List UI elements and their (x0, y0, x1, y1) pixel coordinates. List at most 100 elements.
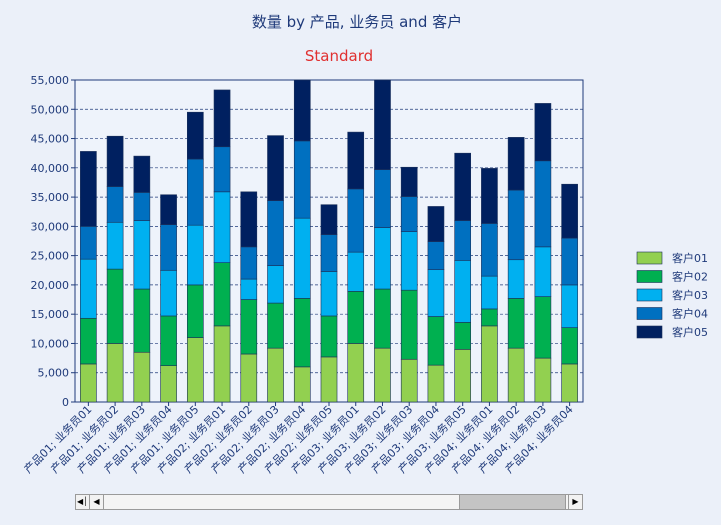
bar-segment-客户05-12 (374, 79, 391, 170)
bar-segment-客户04-6 (213, 146, 231, 193)
bar-segment-客户04-4 (160, 224, 177, 271)
legend-label-客户02: 客户02 (672, 270, 708, 284)
legend-label-客户04: 客户04 (672, 307, 708, 321)
bar-segment-客户02-14 (427, 316, 445, 366)
bar-segment-客户03-14 (427, 269, 445, 317)
legend-swatch-客户01 (636, 251, 663, 265)
bar-segment-客户02-2 (106, 268, 124, 344)
bar-segment-客户04-1 (80, 226, 97, 260)
bar-segment-客户03-8 (267, 265, 284, 304)
bar-segment-客户02-7 (240, 299, 258, 355)
y-tick-label: 0 (62, 396, 69, 409)
bar-segment-客户03-2 (106, 221, 124, 270)
bar-segment-客户05-11 (347, 131, 365, 190)
y-tick-label: 5,000 (38, 367, 70, 380)
legend-label-客户05: 客户05 (672, 325, 708, 339)
scrollbar-thumb[interactable] (459, 495, 566, 509)
bar-segment-客户04-3 (133, 192, 151, 221)
bar-segment-客户03-6 (213, 191, 231, 263)
bar-segment-客户05-5 (186, 111, 204, 160)
bar-segment-客户05-1 (80, 151, 97, 227)
legend-swatch-客户04 (636, 307, 663, 320)
bar-segment-客户02-19 (561, 327, 578, 365)
scroll-first-icon[interactable]: ◀│ (76, 495, 90, 509)
bar-segment-客户01-11 (347, 343, 365, 403)
y-tick-label: 10,000 (31, 337, 70, 350)
bar-segment-客户04-13 (400, 196, 418, 232)
bar-segment-客户03-1 (80, 258, 97, 319)
y-tick-label: 40,000 (31, 162, 70, 175)
bar-segment-客户03-17 (507, 259, 525, 299)
bar-segment-客户01-9 (293, 366, 311, 403)
bar-segment-客户05-3 (133, 155, 151, 193)
bar-segment-客户01-15 (454, 349, 472, 403)
y-tick-label: 15,000 (31, 308, 70, 321)
bar-segment-客户02-8 (267, 302, 284, 349)
y-tick-label: 25,000 (31, 250, 70, 263)
y-tick-label: 55,000 (31, 74, 70, 87)
legend-swatch-客户05 (636, 325, 663, 339)
scroll-left-icon[interactable]: ◀ (90, 495, 104, 509)
bar-segment-客户02-4 (160, 315, 177, 367)
bar-segment-客户04-19 (561, 237, 578, 286)
bar-segment-客户03-12 (374, 227, 391, 290)
bar-segment-客户01-8 (267, 347, 284, 403)
bar-segment-客户04-15 (454, 220, 472, 261)
bar-segment-客户03-3 (133, 220, 151, 290)
y-tick-label: 50,000 (31, 103, 70, 116)
bar-segment-客户04-2 (106, 186, 124, 223)
bar-segment-客户01-1 (80, 363, 97, 403)
y-tick-label: 30,000 (31, 220, 70, 233)
bar-segment-客户04-11 (347, 188, 365, 253)
chart-title: 数量 by 产品, 业务员 and 客户 (252, 13, 462, 31)
horizontal-scrollbar[interactable]: ◀│ ◀ ▶ (75, 494, 583, 510)
bar-segment-客户01-6 (213, 325, 231, 403)
bar-segment-客户01-3 (133, 351, 151, 403)
bar-segment-客户04-14 (427, 241, 445, 270)
bar-segment-客户02-3 (133, 288, 151, 353)
bar-segment-客户01-7 (240, 353, 258, 403)
bar-segment-客户02-15 (454, 322, 472, 350)
bar-segment-客户05-18 (534, 103, 552, 162)
bar-segment-客户02-17 (507, 298, 525, 349)
chart-subtitle: Standard (305, 47, 373, 65)
bar-segment-客户03-10 (320, 271, 338, 317)
bar-segment-客户02-6 (213, 262, 231, 327)
bar-segment-客户01-5 (186, 337, 204, 403)
bar-segment-客户02-1 (80, 317, 97, 365)
scroll-right-icon[interactable]: ▶ (568, 495, 582, 509)
bar-segment-客户04-8 (267, 200, 284, 266)
bar-segment-客户01-2 (106, 343, 124, 403)
legend-label-客户03: 客户03 (672, 288, 708, 302)
bar-segment-客户03-7 (240, 278, 258, 300)
bar-segment-客户03-11 (347, 251, 365, 292)
bar-segment-客户02-12 (374, 288, 391, 349)
bar-segment-客户02-5 (186, 284, 204, 338)
bar-segment-客户04-7 (240, 246, 258, 280)
bar-segment-客户05-14 (427, 206, 445, 242)
y-axis: 0 5,000 10,000 15,000 20,000 25,000 30,000 35,0… (31, 74, 75, 409)
bar-segment-客户05-8 (267, 135, 284, 201)
bar-segment-客户05-10 (320, 204, 338, 235)
legend-swatch-客户03 (636, 288, 663, 302)
bar-segment-客户04-5 (186, 158, 204, 226)
bar-segment-客户01-10 (320, 356, 338, 403)
bar-segment-客户03-19 (561, 284, 578, 328)
bar-segment-客户02-10 (320, 315, 338, 358)
bar-segment-客户04-16 (481, 223, 498, 277)
bar-segment-客户05-2 (106, 135, 124, 187)
bar-segment-客户01-16 (481, 325, 498, 403)
bar-segment-客户05-13 (400, 166, 418, 197)
bar-segment-客户05-19 (561, 183, 578, 239)
bar-segment-客户02-11 (347, 291, 365, 344)
bar-segment-客户05-16 (481, 168, 498, 224)
bar-segment-客户02-18 (534, 296, 552, 359)
bar-segment-客户05-17 (507, 137, 525, 191)
bar-segment-客户05-7 (240, 191, 258, 248)
bar-segment-客户05-15 (454, 152, 472, 221)
bar-segment-客户03-5 (186, 224, 204, 286)
legend: 客户01 客户02 客户03 客户04 客户05 (636, 251, 708, 339)
bar-segment-客户01-18 (534, 357, 552, 403)
